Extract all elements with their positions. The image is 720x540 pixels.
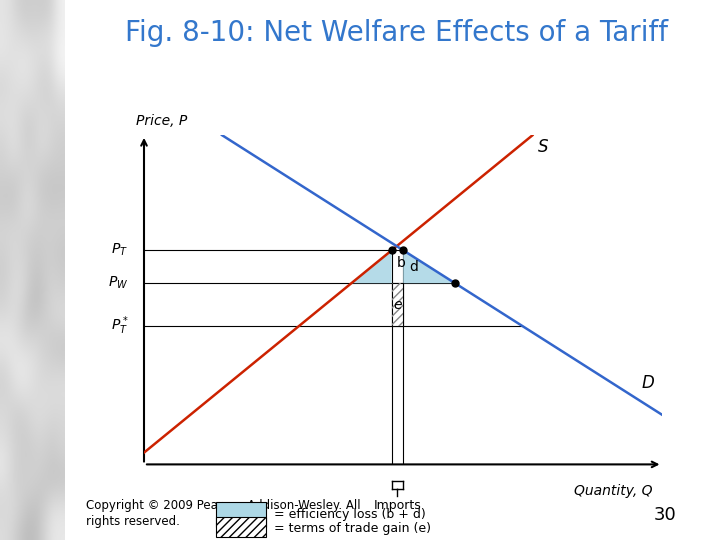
Text: 30: 30 bbox=[654, 506, 677, 524]
Text: b: b bbox=[397, 256, 406, 271]
Text: S: S bbox=[538, 138, 549, 156]
Bar bbox=[392, 283, 403, 326]
Text: = terms of trade gain (e): = terms of trade gain (e) bbox=[274, 522, 431, 535]
Text: $P_T$: $P_T$ bbox=[112, 242, 128, 259]
Text: Fig. 8-10: Net Welfare Effects of a Tariff: Fig. 8-10: Net Welfare Effects of a Tari… bbox=[125, 19, 667, 47]
Bar bbox=[392, 283, 403, 326]
Text: d: d bbox=[410, 260, 418, 274]
Polygon shape bbox=[403, 251, 455, 283]
Polygon shape bbox=[351, 251, 392, 283]
Text: $P_W$: $P_W$ bbox=[108, 275, 128, 292]
Text: Copyright © 2009 Pearson Addison-Wesley. All
rights reserved.: Copyright © 2009 Pearson Addison-Wesley.… bbox=[86, 500, 361, 528]
Text: $P^*_T$: $P^*_T$ bbox=[111, 315, 128, 338]
Text: = efficiency loss (b + d): = efficiency loss (b + d) bbox=[274, 508, 426, 521]
Text: Price, P: Price, P bbox=[136, 114, 187, 129]
Text: Imports: Imports bbox=[374, 499, 421, 512]
Text: Quantity, Q: Quantity, Q bbox=[574, 484, 652, 498]
Text: e: e bbox=[393, 298, 402, 312]
Text: D: D bbox=[642, 374, 654, 392]
